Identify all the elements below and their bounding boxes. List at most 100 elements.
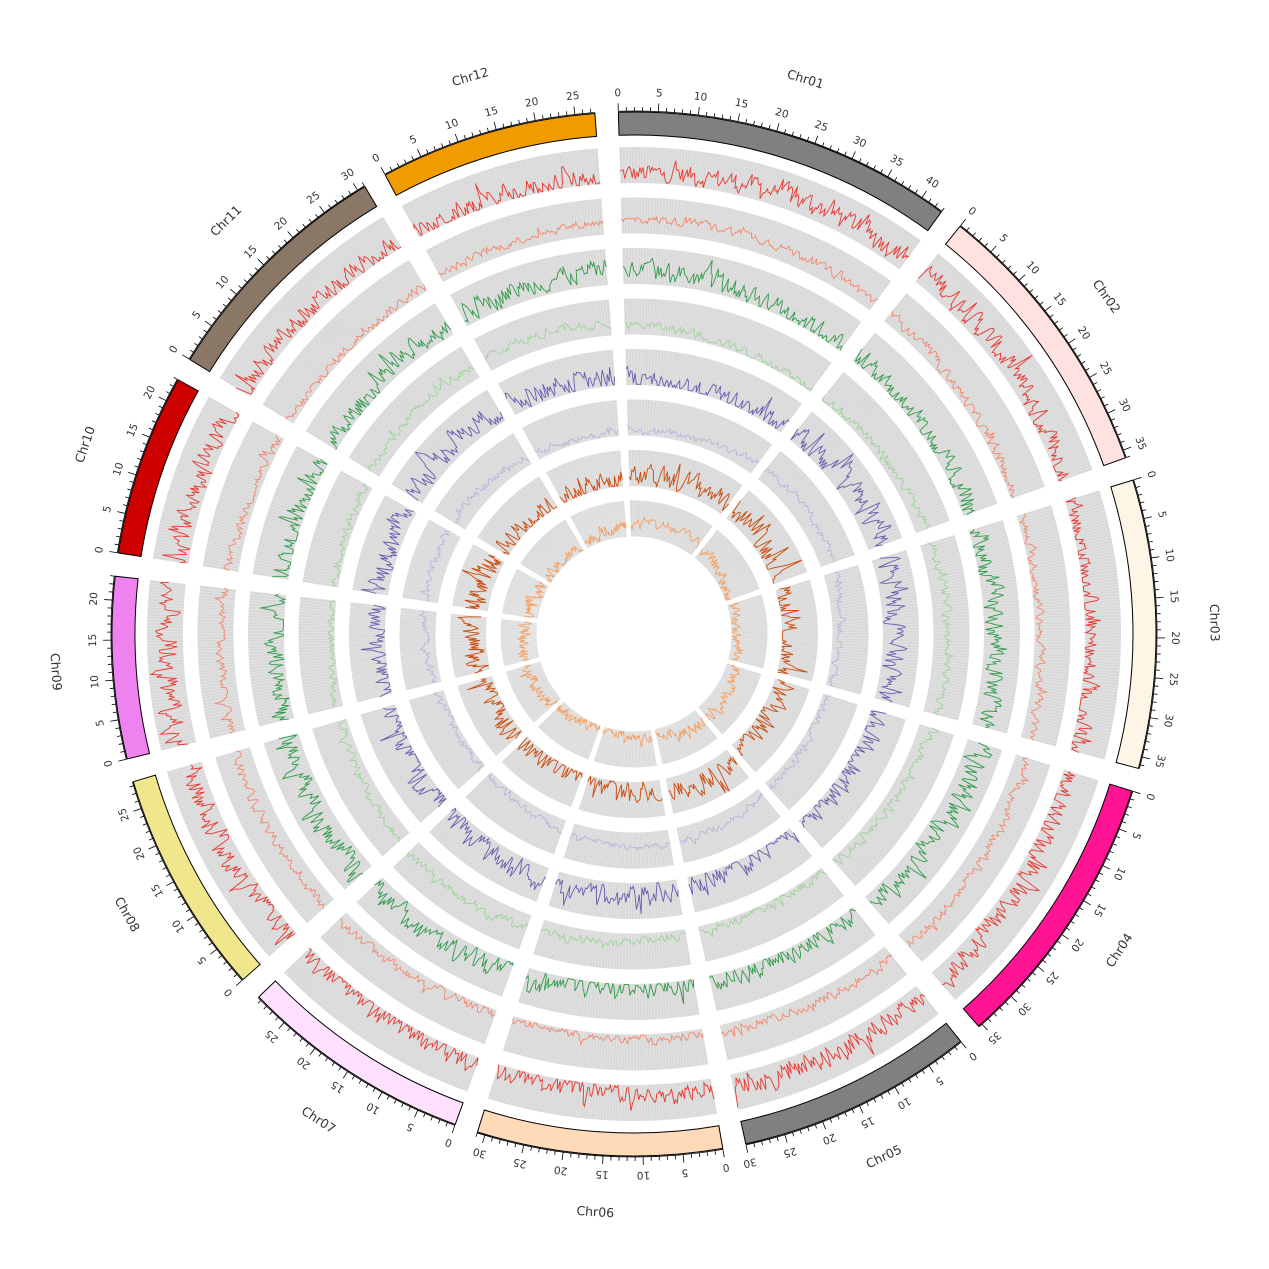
tick-label: 10 [89,675,102,689]
tick-label: 10 [170,917,187,935]
track-background-chr11 [348,346,480,477]
track-background-chr02 [915,253,1093,482]
tick-label: 30 [1015,1000,1033,1018]
tick-label: 5 [101,505,114,514]
track-signal-chr09 [327,600,338,709]
tick-label: 10 [214,274,232,292]
track-signal-chr03 [878,557,909,703]
track-background-chr09 [197,585,246,739]
tick-label: 0 [614,87,621,99]
track-background-chr07 [392,842,532,950]
chromosome-block-chr11 [189,186,378,373]
track-signal-chr02 [790,428,892,547]
track-signal-chr12 [534,426,619,454]
track-signal-chr05 [709,908,857,990]
tick-label: 5 [681,1166,689,1179]
track-background-chr04 [831,724,954,887]
chromosome-block-chr07 [258,980,464,1126]
tick-label: 10 [693,90,708,104]
track-signal-chr03 [1018,513,1048,741]
track-signal-chr02 [822,395,931,530]
tick-label: 15 [859,1114,876,1131]
track-background-chr05 [719,946,908,1061]
track-signal-chr09 [516,621,532,661]
track-signal-chr04 [833,727,940,866]
track-background-chr11 [391,389,506,504]
track-signal-chr06 [540,928,686,949]
track-signal-chr10 [524,581,547,618]
track-signal-chr06 [554,879,679,915]
track-signal-chr03 [728,602,744,661]
tick-label: 5 [997,232,1010,245]
track-signal-chr09 [214,587,235,734]
track-signal-chr10 [461,554,502,609]
tick-label: 5 [1129,830,1143,841]
track-signal-chr07 [447,807,546,891]
track-signal-chr11 [495,497,558,555]
chromosome-block-chr01 [617,111,942,232]
track-signal-chr05 [734,994,926,1108]
chromosome-block-chr08 [132,774,261,981]
tick-scale-chr09: 0 5 10 15 20 [87,575,127,768]
track-signal-chr06 [525,972,695,1005]
track-signal-chr05 [668,756,738,801]
track-signal-chr03 [828,571,847,688]
tick-label: 5 [94,719,107,728]
chromosome-block-chr10 [117,379,199,558]
track-signal-chr08 [379,707,447,808]
tick-scale-chr06: 0 5 10 15 20 25 30 [472,1132,730,1181]
tick-label: 25 [813,118,830,134]
track-signal-chr02 [699,548,732,601]
tick-label: 20 [553,1163,568,1177]
chromosome-label-chr03: Chr03 [1207,604,1223,642]
tick-label: 35 [985,1029,1003,1047]
tick-label: 20 [272,215,290,233]
track-background-chr10 [152,396,241,564]
track-signal-chr06 [496,1064,715,1111]
chromosome-block-chr04 [962,783,1133,1027]
tick-label: 10 [364,1100,382,1117]
track-signal-chr12 [438,219,604,276]
tick-label: 20 [1075,324,1092,342]
track-signal-chr07 [339,918,496,1018]
tick-label: 25 [565,90,580,103]
tick-scale-chr10: 0 5 10 15 20 [93,376,178,554]
tick-label: 40 [923,174,941,191]
track-signal-chr12 [485,320,612,362]
track-signal-chr05 [698,870,828,939]
tick-scale-chr01: 0 5 10 15 20 25 30 35 40 [614,87,945,212]
track-background-chr02 [726,490,808,585]
track-background-chr05 [698,867,844,962]
track-signal-chr10 [272,458,328,578]
track-signal-chr03 [1065,497,1101,753]
tick-label: 30 [851,134,868,150]
track-signal-chr10 [162,411,240,564]
tick-label: 15 [1091,901,1108,919]
tick-label: 10 [444,117,461,133]
tick-label: 20 [88,592,101,606]
tick-label: 0 [965,205,978,219]
tick-label: 25 [782,1144,798,1159]
track-signal-chr01 [620,160,910,260]
tick-label: 0 [370,152,382,166]
chromosome-label-chr07: Chr07 [299,1103,339,1136]
track-2 [197,197,1071,1071]
tick-label: 25 [116,806,132,823]
track-signal-chr01 [630,515,700,549]
tick-label: 20 [1068,936,1086,954]
tick-label: 25 [263,1027,281,1045]
track-signal-chr02 [731,500,803,584]
tick-label: 5 [1155,510,1168,519]
chromosome-label-chr08: Chr08 [112,894,143,934]
tick-label: 0 [1144,470,1157,480]
data-tracks [146,146,1122,1122]
track-background-chr08 [263,733,372,890]
tick-label: 10 [1023,259,1041,277]
tick-label: 15 [483,105,499,120]
track-signal-chr04 [704,665,740,721]
tick-label: 5 [190,309,204,321]
track-7 [449,449,819,819]
track-signal-chr08 [338,719,401,842]
track-signal-chr07 [556,705,601,732]
